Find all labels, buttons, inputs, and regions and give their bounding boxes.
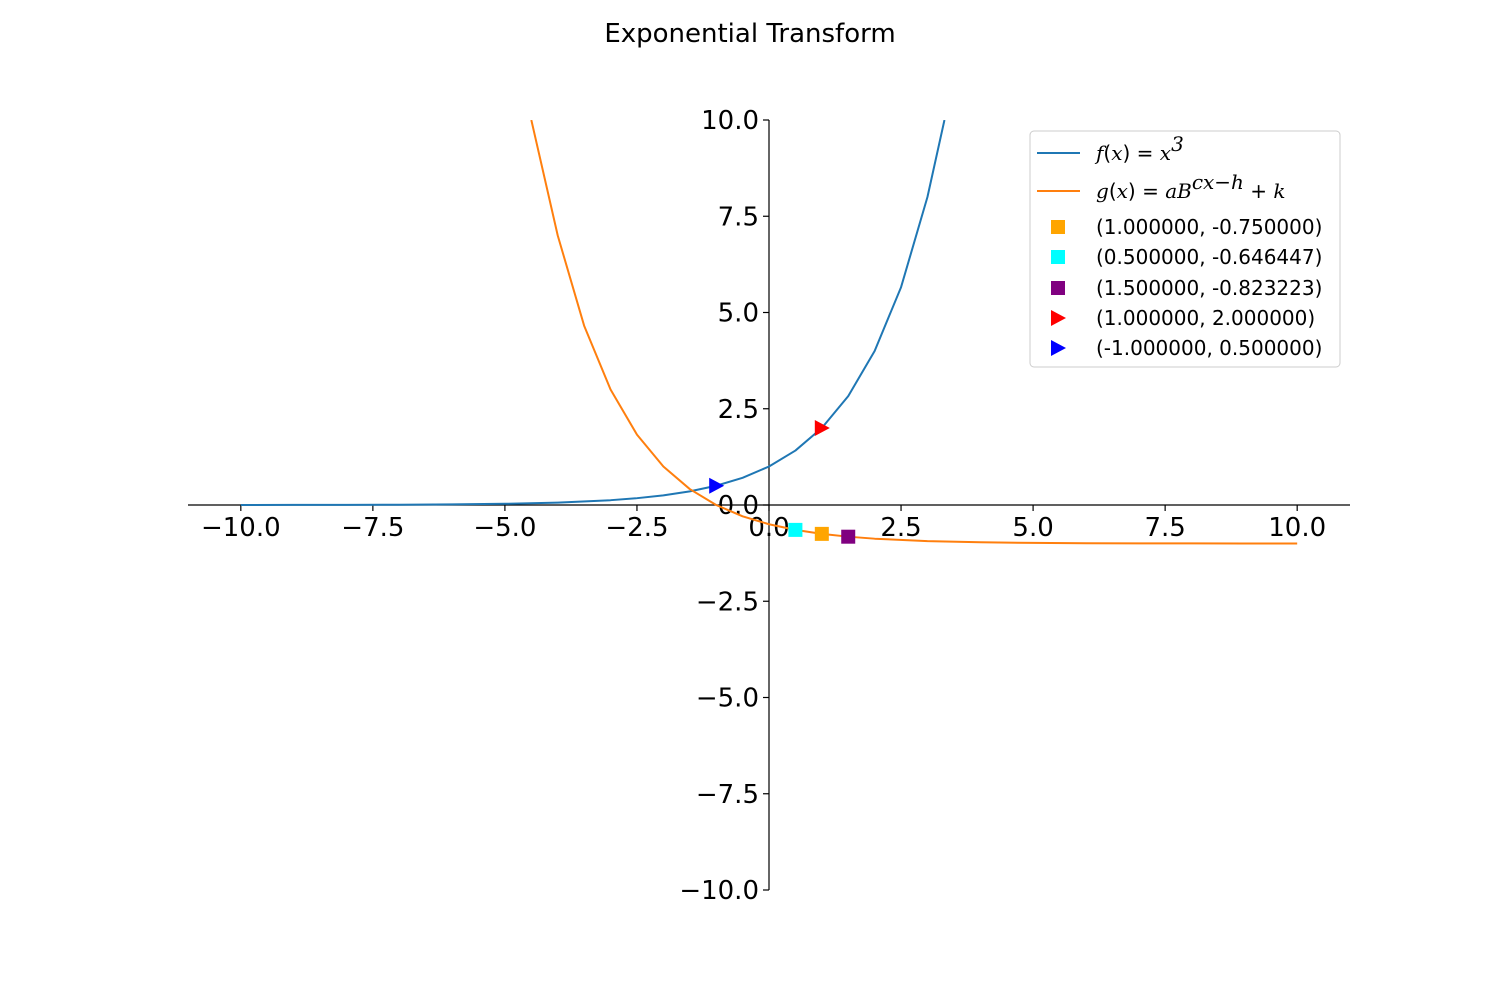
y-tick-label: −7.5 xyxy=(696,780,759,810)
legend-swatch-marker-1 xyxy=(1051,220,1065,234)
x-tick-label: 10.0 xyxy=(1268,513,1326,543)
x-tick-label: 2.5 xyxy=(880,513,921,543)
legend-swatch-marker-4 xyxy=(1051,310,1066,326)
marker-point-5 xyxy=(709,477,725,494)
series-line-2 xyxy=(530,120,1298,545)
legend-label-series-2: g(x) = aBcx−h + k xyxy=(1096,170,1286,203)
legend-box xyxy=(1029,130,1341,368)
legend-swatch-marker-5 xyxy=(1051,340,1066,356)
y-tick-label: 2.5 xyxy=(718,395,759,425)
legend: f(x) = x3 g(x) = aBcx−h + k (1.000000, -0.… xyxy=(1029,130,1341,368)
x-tick-label: 7.5 xyxy=(1144,513,1185,543)
y-tick-label: 0.0 xyxy=(718,491,759,521)
legend-swatch-marker-3 xyxy=(1051,281,1065,295)
x-tick-label: −5.0 xyxy=(473,513,536,543)
y-tick-label: 7.5 xyxy=(718,202,759,232)
marker-point-3 xyxy=(841,529,856,544)
legend-label-marker-2: (0.500000, -0.646447) xyxy=(1096,245,1322,269)
marker-point-1 xyxy=(814,526,829,541)
legend-label-marker-3: (1.500000, -0.823223) xyxy=(1096,276,1322,300)
legend-label-marker-5: (-1.000000, 0.500000) xyxy=(1096,336,1322,360)
y-tick-label: −2.5 xyxy=(696,587,759,617)
y-tick-label: −10.0 xyxy=(679,876,759,906)
marker-point-4 xyxy=(814,420,830,436)
marker-layer xyxy=(709,420,856,544)
series-line-1 xyxy=(240,120,946,506)
axes: −10.0 −7.5 −5.0 −2.5 0.0 2.5 5.0 7.5 10.0 −10.0 −7… xyxy=(188,106,1350,906)
x-tick-label: 5.0 xyxy=(1012,513,1053,543)
marker-point-2 xyxy=(788,522,803,537)
x-tick-label: −2.5 xyxy=(605,513,668,543)
legend-label-marker-1: (1.000000, -0.750000) xyxy=(1096,215,1322,239)
chart-title: Exponential Transform xyxy=(604,19,895,49)
series-layer xyxy=(240,120,1298,545)
legend-label-series-1: f(x) = x3 xyxy=(1094,132,1184,165)
legend-label-marker-4: (1.000000, 2.000000) xyxy=(1096,306,1315,330)
legend-swatch-marker-2 xyxy=(1051,250,1065,264)
y-tick-label: −5.0 xyxy=(696,684,759,714)
y-tick-label: 5.0 xyxy=(718,299,759,329)
x-tick-label: −10.0 xyxy=(201,513,281,543)
x-tick-label: −7.5 xyxy=(341,513,404,543)
y-tick-label: 10.0 xyxy=(701,106,759,136)
